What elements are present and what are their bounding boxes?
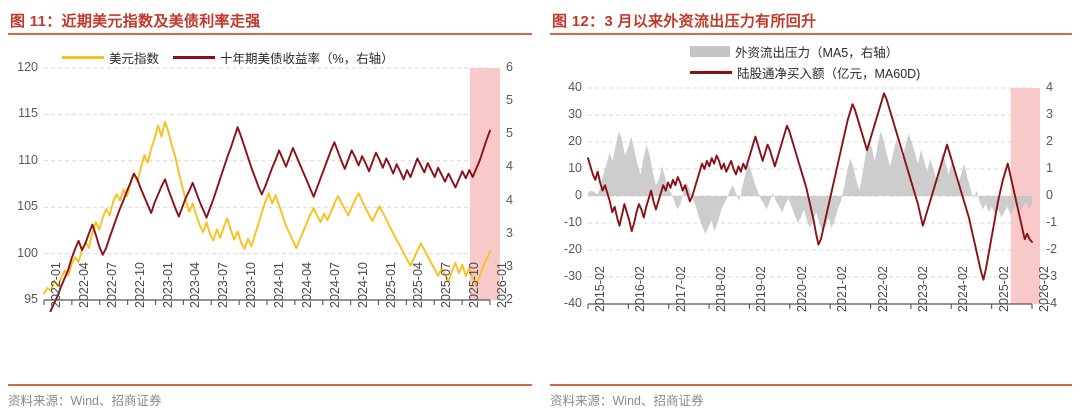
x-axis-label: 2020-02 — [794, 266, 809, 312]
x-axis-label: 2022-07 — [104, 262, 119, 308]
x-axis-label: 2022-02 — [875, 266, 890, 312]
figure-12-plot-area: -40 -30 -20 -10 0 10 20 30 40 -4 -3 -2 -1 0 1 2 3 4 2015-0… — [550, 80, 1072, 314]
figure-11-footer: 资料来源：Wind、招商证券 — [8, 384, 532, 409]
figure-11-source: 资料来源：Wind、招商证券 — [8, 394, 162, 408]
x-axis-label: 2018-02 — [714, 266, 729, 312]
legend-item-ust10y: 十年期美债收益率（%，右轴） — [173, 48, 394, 67]
figure-11-title-rule — [8, 33, 532, 35]
x-axis-label: 2023-04 — [188, 262, 203, 308]
y-axis-right-label: -1 — [1046, 215, 1058, 229]
figure-12-panel: 图 12：3 月以来外资流出压力有所回升 外资流出压力（MA5，右轴） 陆股通净… — [540, 0, 1080, 413]
legend-label-ust10y: 十年期美债收益率（%，右轴） — [220, 52, 394, 66]
legend-line-northbound-net-buy — [690, 71, 732, 74]
x-axis-label: 2015-02 — [593, 266, 607, 312]
x-axis-label: 2016-02 — [633, 266, 648, 312]
legend-label-outflow-pressure: 外资流出压力（MA5，右轴） — [735, 46, 899, 60]
y-axis-left-label: 105 — [17, 199, 38, 214]
y-axis-right-label: 1 — [1046, 161, 1053, 175]
x-axis-label: 2026-02 — [1037, 266, 1051, 312]
figure-12-legend: 外资流出压力（MA5，右轴） 陆股通净买入额（亿元，MA60D) — [690, 42, 920, 84]
legend-line-ust10y — [173, 56, 216, 59]
y-axis-right-label: 2 — [506, 292, 513, 306]
x-axis-label: 2023-10 — [244, 262, 259, 308]
x-axis-label: 2024-01 — [272, 262, 286, 308]
y-axis-left-label: 0 — [575, 188, 582, 202]
x-axis-label: 2025-01 — [383, 262, 398, 308]
x-axis-label: 2019-02 — [754, 266, 769, 312]
y-axis-left-label: 100 — [17, 245, 38, 260]
y-axis-right-label: 6 — [506, 60, 513, 74]
figure-12-source: 资料来源：Wind、招商证券 — [550, 394, 704, 408]
x-axis-label: 2024-07 — [327, 262, 342, 308]
legend-swatch-outflow-pressure — [690, 46, 730, 57]
y-axis-left-label: 120 — [17, 60, 38, 74]
figure-11-title: 图 11：近期美元指数及美债利率走强 — [10, 13, 261, 30]
x-axis-label: 2023-02 — [915, 266, 930, 312]
x-axis-label: 2023-01 — [160, 262, 175, 308]
figure-12-title: 图 12：3 月以来外资流出压力有所回升 — [552, 13, 817, 30]
series-line-0 — [43, 120, 491, 295]
series-line-northbound-net-buy — [587, 92, 1033, 281]
x-axis-label: 2025-07 — [439, 262, 454, 308]
y-axis-left-label: -40 — [563, 296, 582, 310]
y-axis-left-label: -30 — [563, 269, 582, 283]
figure-11-panel: 图 11：近期美元指数及美债利率走强 美元指数 十年期美债收益率（%，右轴） 9… — [8, 13, 532, 409]
x-axis-label: 2022-01 — [49, 262, 63, 308]
y-axis-right-label: 4 — [506, 192, 513, 207]
x-axis-label: 2017-02 — [673, 266, 688, 312]
y-axis-right-label: 3 — [506, 225, 513, 240]
y-axis-right-label: -4 — [1046, 296, 1058, 310]
series-line-1 — [49, 126, 491, 312]
y-axis-right-label: 3 — [1046, 107, 1053, 121]
y-axis-right-label: 5 — [506, 126, 513, 141]
y-axis-left-label: 110 — [18, 152, 38, 167]
y-axis-right-label: 3 — [506, 258, 513, 273]
x-axis-label: 2025-02 — [996, 266, 1011, 312]
x-axis-label: 2024-04 — [299, 262, 314, 308]
x-axis-label: 2026-01 — [495, 262, 509, 308]
figure-12-footer-rule — [550, 384, 1072, 386]
y-axis-right-label: -3 — [1046, 269, 1058, 283]
y-axis-left-label: 40 — [568, 80, 582, 94]
figure-12-svg — [587, 87, 1040, 309]
x-axis-label: 2024-02 — [956, 266, 971, 312]
y-axis-left-label: -20 — [563, 242, 582, 256]
legend-label-usd-index: 美元指数 — [109, 52, 160, 66]
y-axis-left-label: 95 — [24, 292, 38, 306]
series-area-outflow-pressure — [588, 131, 1032, 234]
y-axis-right-label: 0 — [1046, 188, 1053, 202]
x-axis-label: 2025-10 — [467, 262, 482, 308]
legend-item-northbound-net-buy: 陆股通净买入额（亿元，MA60D) — [690, 63, 920, 82]
legend-label-northbound-net-buy: 陆股通净买入额（亿元，MA60D) — [737, 67, 921, 81]
y-axis-right-label: 4 — [1046, 80, 1053, 94]
y-axis-right-label: 2 — [1046, 134, 1053, 148]
x-axis-label: 2022-04 — [76, 262, 91, 308]
y-axis-right-label: 5 — [506, 93, 513, 108]
y-axis-left-label: 115 — [18, 106, 38, 121]
legend-item-usd-index: 美元指数 — [62, 48, 159, 67]
figure-11-svg — [43, 67, 500, 312]
y-axis-right-label: 4 — [506, 159, 513, 174]
x-axis-label: 2023-07 — [216, 262, 231, 308]
y-axis-left-label: 20 — [568, 134, 582, 148]
legend-line-usd-index — [62, 56, 104, 59]
x-axis-label: 2024-10 — [355, 262, 370, 308]
figure-11-legend: 美元指数 十年期美债收益率（%，右轴） — [62, 48, 408, 67]
figure-11-plot-area: 95 100 105 110 115 120 2 3 3 4 4 5 5 6 2022-01 2022-04 2… — [8, 60, 532, 312]
x-axis-label: 2021-02 — [835, 266, 850, 312]
y-axis-left-label: -10 — [563, 215, 582, 229]
figure-12-footer: 资料来源：Wind、招商证券 — [550, 384, 1072, 409]
y-axis-right-label: -2 — [1046, 242, 1058, 256]
figure-11-footer-rule — [8, 384, 532, 386]
y-axis-left-label: 10 — [568, 161, 582, 175]
x-axis-label: 2022-10 — [132, 262, 147, 308]
y-axis-left-label: 30 — [568, 107, 582, 121]
x-axis-label: 2025-04 — [411, 262, 426, 308]
figure-12-title-rule — [550, 33, 1072, 35]
legend-item-outflow-pressure: 外资流出压力（MA5，右轴） — [690, 42, 898, 61]
